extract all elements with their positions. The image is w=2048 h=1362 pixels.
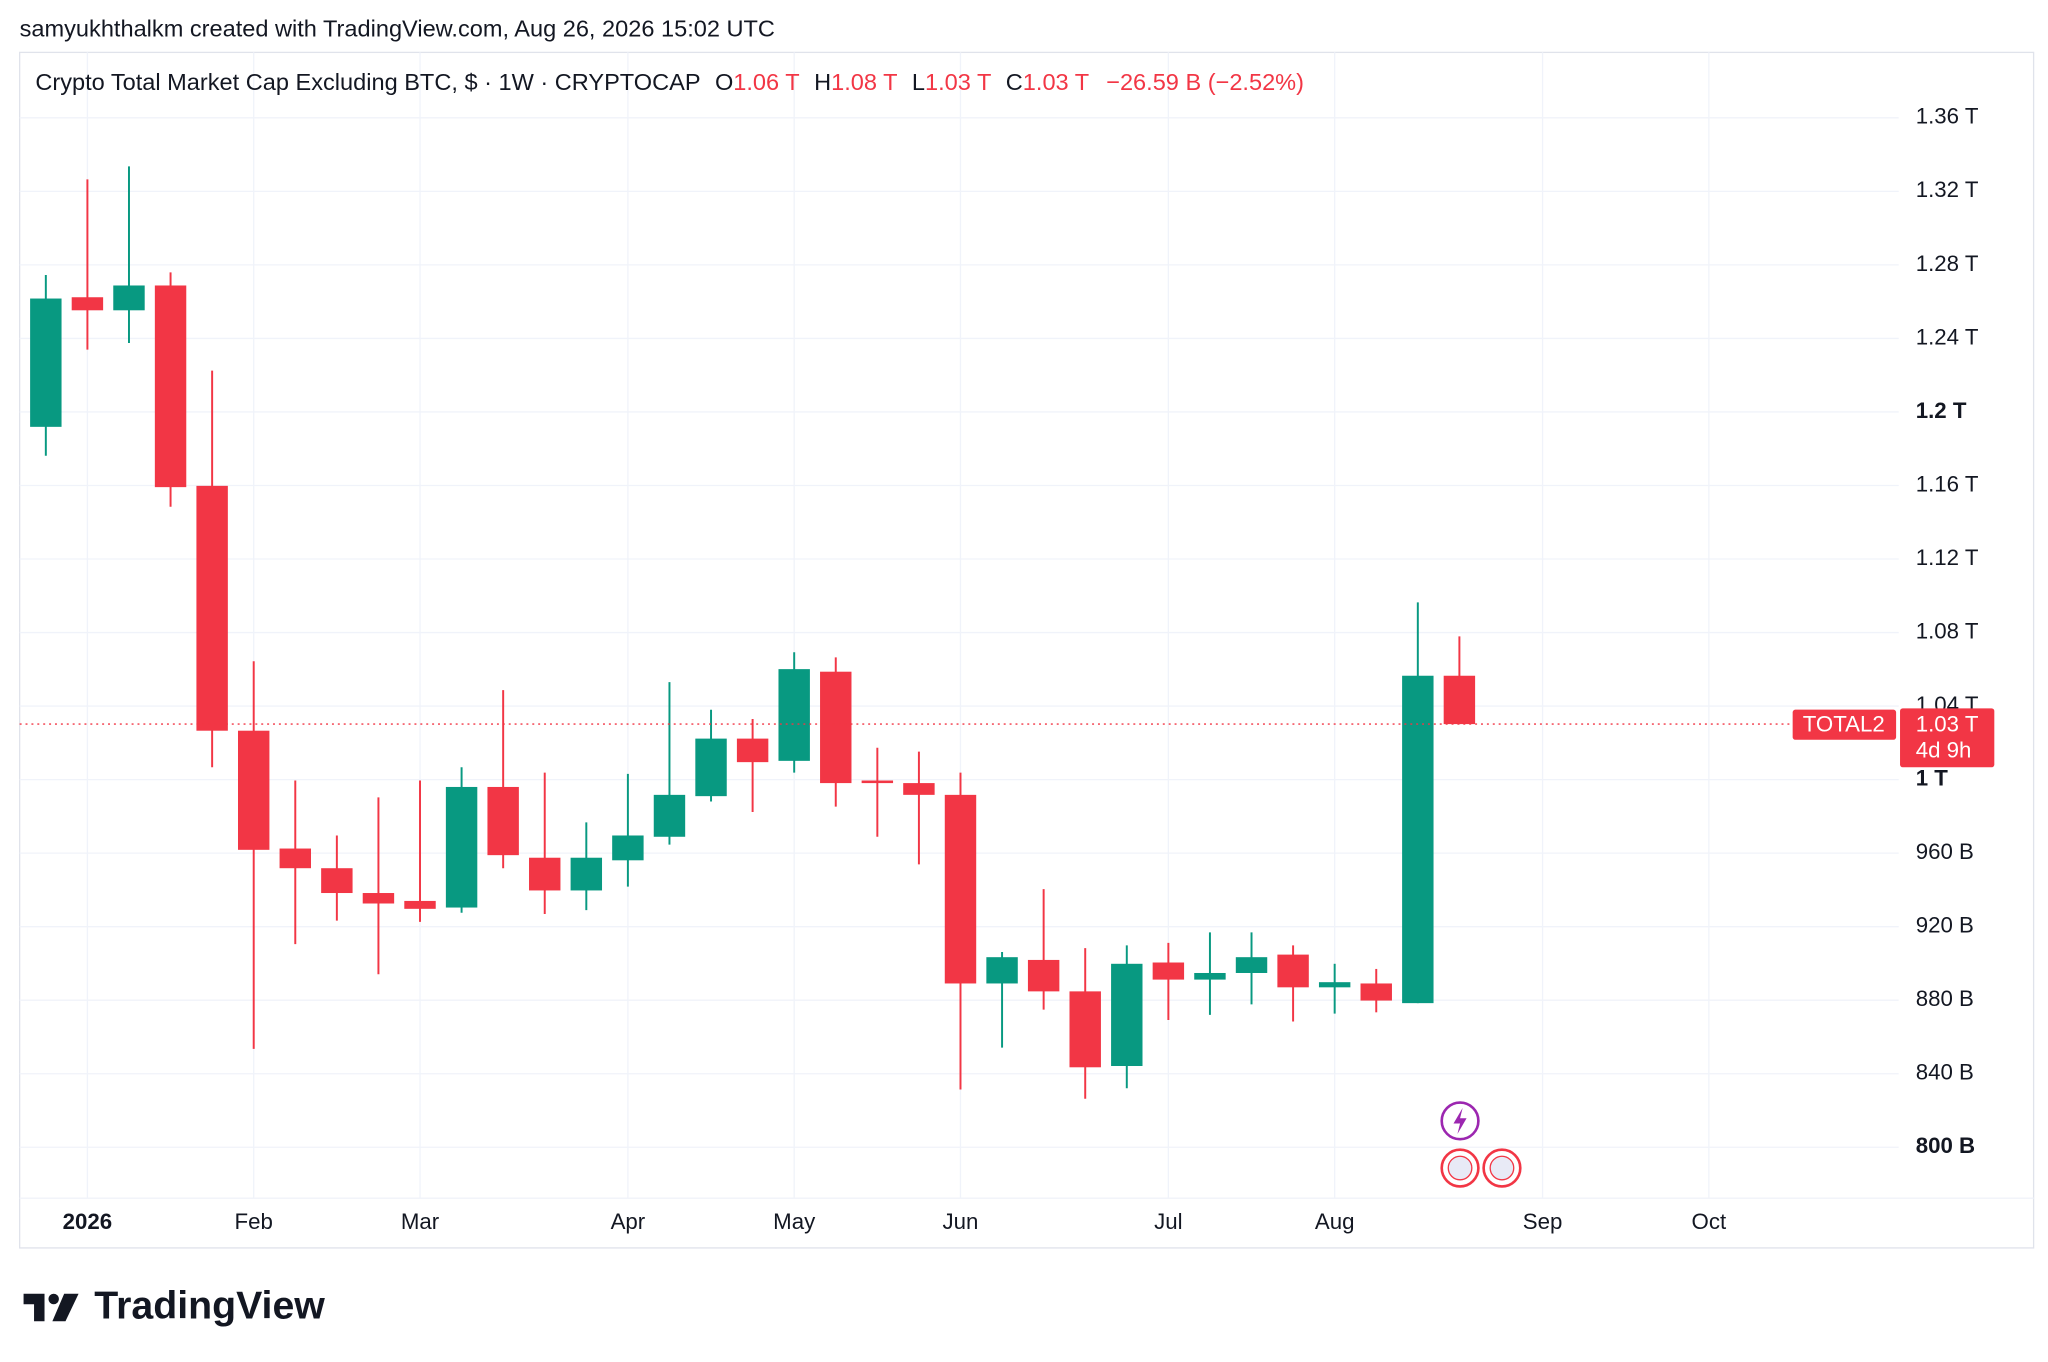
- y-tick-label: 960 B: [1916, 839, 1974, 864]
- c-key: C: [1006, 69, 1023, 95]
- candle-body: [404, 900, 436, 909]
- candle-body: [653, 794, 686, 837]
- logo-mark: [52, 1293, 79, 1322]
- axis-labels: 1.36 T 1.32 T 1.28 T 1.24 T 1.2 T 1.16 T 1.12 …: [63, 104, 1979, 1234]
- candle-body: [1402, 675, 1434, 1004]
- y-tick-label: 800 B: [1916, 1133, 1975, 1158]
- candle-body: [903, 783, 935, 795]
- candle-body: [1318, 982, 1351, 988]
- candle-body: [612, 835, 644, 861]
- candle-body: [570, 857, 603, 891]
- y-tick-label: 1.24 T: [1916, 324, 1979, 349]
- y-tick-label: 1.12 T: [1916, 545, 1979, 570]
- candle-body: [321, 868, 353, 894]
- candle-body: [944, 794, 977, 984]
- lightning: [1453, 1107, 1467, 1135]
- candle-body: [279, 848, 311, 869]
- candle-body: [1111, 963, 1143, 1067]
- candle-body: [736, 738, 769, 763]
- candle-body: [1194, 972, 1226, 980]
- candle-body: [1027, 959, 1060, 992]
- candle-body: [861, 780, 894, 784]
- candle-body: [695, 738, 727, 797]
- y-tick-label: 1.36 T: [1916, 104, 1979, 129]
- flag: [1447, 1155, 1473, 1181]
- x-tick-label: May: [773, 1209, 816, 1234]
- h-key: H: [814, 69, 831, 95]
- y-tick-label: 920 B: [1916, 913, 1974, 938]
- candle-body: [1443, 675, 1476, 725]
- x-tick-label: Mar: [401, 1209, 440, 1234]
- h-value: 1.08 T: [831, 69, 897, 95]
- o-key: O: [715, 69, 733, 95]
- x-tick-label: Jul: [1154, 1209, 1182, 1234]
- y-tick-label: 1.16 T: [1916, 471, 1979, 496]
- l-key: L: [912, 69, 925, 95]
- event-icons: [1440, 1101, 1522, 1188]
- title: Crypto Total Market Cap Excluding BTC, $…: [35, 69, 700, 95]
- candle-body: [1277, 954, 1309, 988]
- y-tick-label: 1 T: [1916, 765, 1949, 790]
- candle-body: [986, 957, 1018, 984]
- candle-body: [237, 730, 270, 850]
- candle-body: [154, 285, 187, 488]
- candle-body: [529, 857, 561, 891]
- logo-mark: [23, 1293, 45, 1322]
- price-label-bg: [1900, 708, 1995, 768]
- legend-header: Crypto Total Market Cap Excluding BTC, $…: [35, 69, 1304, 95]
- pane-border: [18, 51, 2035, 1249]
- x-tick-label: Aug: [1315, 1209, 1355, 1234]
- y-tick-label: 1.2 T: [1916, 398, 1967, 423]
- candle-body: [820, 671, 852, 784]
- countdown-label: 4d 9h: [1916, 737, 1972, 762]
- x-tick-label: Apr: [611, 1209, 646, 1234]
- logo-dot: [48, 1293, 59, 1305]
- y-tick-label: 1.08 T: [1916, 618, 1979, 643]
- candle-body: [1152, 962, 1185, 980]
- candle-body: [30, 298, 62, 427]
- candles: [19, 166, 1899, 1099]
- candle-body: [362, 893, 395, 904]
- y-tick-label: 1.32 T: [1916, 177, 1979, 202]
- candle-body: [445, 786, 478, 908]
- candle-body: [196, 485, 228, 731]
- candle-body: [487, 786, 519, 856]
- x-tick-label: 2026: [63, 1209, 113, 1234]
- l-value: 1.03 T: [925, 69, 991, 95]
- x-tick-label: Sep: [1523, 1209, 1563, 1234]
- price-label: 1.03 T: [1916, 711, 1979, 736]
- change: −26.59 B (−2.52%): [1106, 69, 1304, 95]
- footer-brand: TradingView: [94, 1284, 325, 1328]
- candle-body: [1069, 991, 1101, 1068]
- flag: [1489, 1155, 1515, 1181]
- candle-body: [71, 297, 104, 311]
- symbol-label-bg: [1792, 709, 1897, 740]
- x-tick-label: Oct: [1692, 1209, 1727, 1234]
- o-value: 1.06 T: [733, 69, 799, 95]
- y-tick-label: 880 B: [1916, 986, 1974, 1011]
- candle-body: [113, 285, 145, 311]
- symbol-label: TOTAL2: [1803, 711, 1885, 736]
- watermark: samyukhthalkm created with TradingView.c…: [20, 15, 775, 41]
- y-tick-label: 1.28 T: [1916, 251, 1979, 276]
- x-tick-label: Jun: [943, 1209, 979, 1234]
- candle-body: [778, 669, 810, 761]
- x-tick-label: Feb: [235, 1209, 273, 1234]
- candle-body: [1235, 957, 1268, 973]
- y-tick-label: 840 B: [1916, 1060, 1974, 1085]
- c-value: 1.03 T: [1023, 69, 1089, 95]
- candle-body: [1360, 983, 1392, 1001]
- logo: TradingView: [23, 1284, 325, 1328]
- grid: [19, 52, 1899, 1199]
